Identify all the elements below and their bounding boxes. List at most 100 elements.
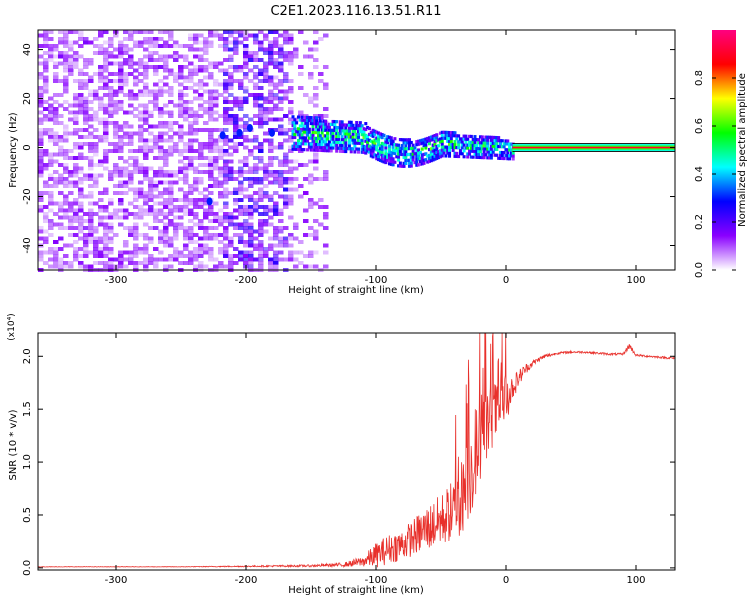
heatmap-cell	[148, 236, 154, 241]
heatmap-cell	[268, 93, 274, 97]
heatmap-cell	[168, 128, 174, 132]
heatmap-cell	[489, 147, 493, 151]
heatmap-cell	[320, 116, 324, 120]
heatmap-cell	[188, 107, 194, 111]
heatmap-cell	[208, 117, 214, 122]
heatmap-cell	[138, 72, 144, 76]
heatmap-cell	[318, 222, 324, 227]
heatmap-cell	[103, 58, 109, 62]
heatmap-cell	[158, 138, 164, 143]
heatmap-cell	[178, 96, 184, 101]
heatmap-cell	[313, 236, 319, 241]
heatmap-cell	[63, 33, 69, 38]
heatmap-cell	[258, 47, 264, 52]
heatmap-cell	[63, 131, 69, 136]
heatmap-cell	[308, 254, 314, 258]
heatmap-cell	[306, 124, 310, 128]
heatmap-cell	[178, 222, 184, 227]
heatmap-cell	[58, 191, 64, 195]
heatmap-cell	[502, 145, 506, 149]
heatmap-cell	[118, 68, 124, 73]
heatmap-cell	[63, 170, 69, 174]
heatmap-cell	[258, 219, 264, 223]
heatmap-cell	[253, 243, 259, 248]
heatmap-cell	[103, 240, 109, 244]
heatmap-cell	[123, 226, 129, 230]
heatmap-cell	[273, 212, 279, 216]
heatmap-cell	[228, 107, 234, 111]
colorbar-tick-label: 0.6	[694, 118, 705, 134]
heatmap-cell	[291, 135, 295, 139]
heatmap-cell	[133, 166, 139, 171]
heatmap-cell	[491, 135, 495, 140]
heatmap-cell	[283, 33, 289, 38]
heatmap-cell	[213, 166, 219, 171]
heatmap-cell	[357, 141, 361, 145]
heatmap-cell	[402, 155, 406, 160]
heatmap-cell	[118, 138, 124, 143]
heatmap-cell	[283, 180, 289, 185]
heatmap-cell	[173, 44, 179, 48]
heatmap-cell	[88, 219, 94, 223]
heatmap-cell	[402, 147, 406, 151]
colorbar-tick-label: 0.4	[694, 166, 705, 182]
heatmap-cell	[113, 93, 119, 97]
heatmap-cell	[473, 135, 477, 139]
heatmap-cell	[460, 146, 464, 150]
heatmap-cell	[123, 37, 129, 41]
heatmap-cell	[153, 40, 159, 45]
heatmap-cell	[63, 86, 69, 90]
heatmap-cell	[308, 201, 314, 206]
heatmap-cell	[178, 110, 184, 115]
heatmap-cell	[73, 240, 79, 244]
heatmap-cell	[203, 198, 209, 202]
heatmap-cell	[63, 100, 69, 104]
heatmap-cell	[409, 161, 413, 165]
heatmap-cell	[243, 96, 249, 101]
heatmap-cell	[248, 226, 254, 230]
heatmap-cell	[218, 37, 224, 41]
heatmap-cell	[108, 103, 114, 108]
heatmap-cell	[118, 184, 124, 188]
heatmap-cell	[168, 89, 174, 94]
heatmap-cell	[303, 54, 309, 59]
heatmap-cell	[248, 152, 254, 157]
heatmap-cell	[442, 151, 446, 155]
heatmap-cell	[278, 100, 284, 104]
heatmap-cell	[415, 154, 419, 158]
heatmap-cell	[123, 257, 129, 262]
heatmap-cell	[228, 254, 234, 258]
heatmap-cell	[315, 148, 319, 152]
heatmap-cell	[163, 131, 169, 136]
heatmap-cell	[420, 147, 424, 151]
heatmap-cell	[303, 264, 309, 269]
heatmap-cell	[273, 96, 279, 101]
heatmap-cell	[258, 240, 264, 244]
heatmap-cell	[263, 68, 269, 73]
heatmap-cell	[93, 163, 99, 167]
heatmap-cell	[296, 144, 300, 149]
heatmap-cell	[263, 79, 269, 83]
heatmap-cell	[288, 79, 294, 83]
heatmap-cell	[248, 215, 254, 220]
heatmap-cell	[223, 201, 229, 206]
heatmap-cell	[451, 142, 455, 147]
heatmap-cell	[43, 58, 49, 62]
heatmap-cell	[243, 138, 249, 143]
heatmap-cell	[364, 148, 368, 152]
heatmap-cell	[248, 229, 254, 234]
heatmap-cell	[48, 208, 54, 213]
heatmap-cell	[391, 148, 395, 152]
heatmap-cell	[258, 107, 264, 111]
heatmap-cell	[228, 58, 234, 62]
heatmap-cell	[103, 222, 109, 227]
heatmap-cell	[263, 96, 269, 101]
heatmap-cell	[406, 152, 410, 157]
heatmap-cell	[163, 215, 169, 220]
heatmap-cell	[316, 128, 320, 132]
heatmap-cell	[143, 243, 149, 248]
heatmap-cell	[451, 134, 455, 138]
heatmap-cell	[133, 68, 139, 73]
heatmap-cell	[178, 89, 184, 94]
heatmap-cell	[93, 240, 99, 244]
